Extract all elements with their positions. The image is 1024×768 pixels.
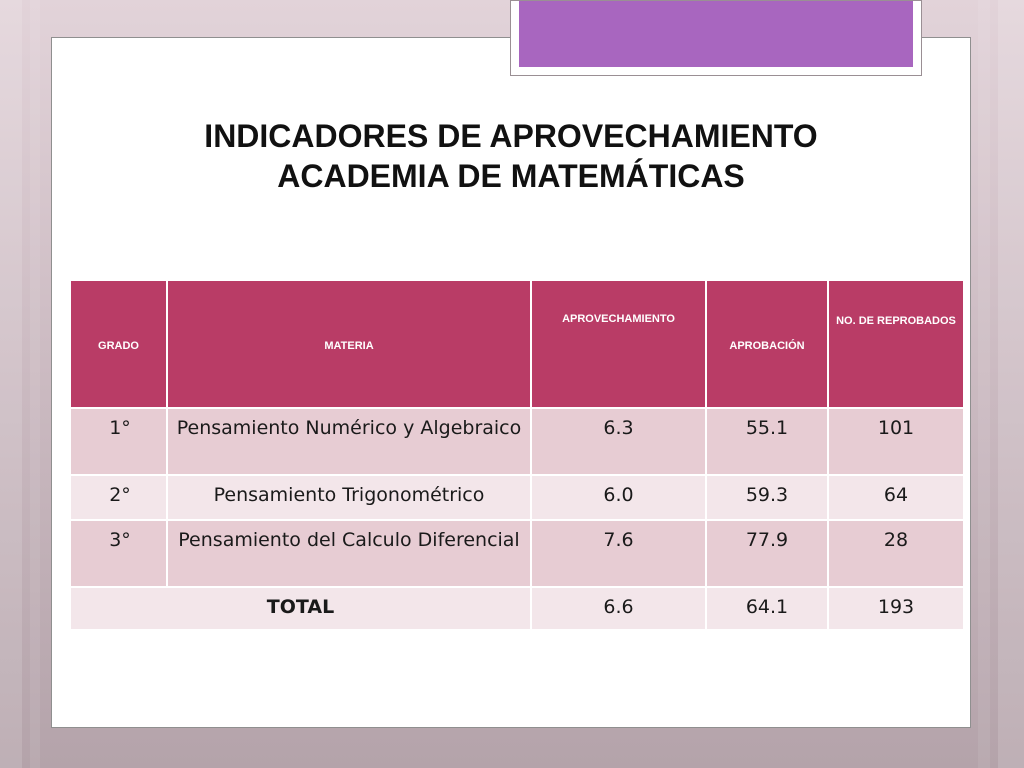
cell-materia: Pensamiento del Calculo Diferencial: [166, 519, 532, 588]
accent-box: [510, 0, 922, 76]
accent-bar: [519, 1, 913, 67]
cell-materia: Pensamiento Numérico y Algebraico: [166, 407, 532, 476]
total-aprobacion: 64.1: [705, 586, 829, 631]
cell-reprobados: 64: [827, 474, 965, 521]
cell-aprobacion: 77.9: [705, 519, 829, 588]
total-label: TOTAL: [69, 586, 532, 631]
cell-grado: 2°: [69, 474, 168, 521]
background-stripe: [30, 0, 40, 768]
background-stripe: [978, 0, 990, 768]
background-stripe: [0, 0, 22, 768]
cell-reprobados: 28: [827, 519, 965, 588]
table-row: 2° Pensamiento Trigonométrico 6.0 59.3 6…: [69, 474, 965, 521]
title-line-2: ACADEMIA DE MATEMÁTICAS: [277, 158, 745, 194]
cell-aprobacion: 59.3: [705, 474, 829, 521]
header-materia: MATERIA: [166, 279, 532, 409]
table-row: 1° Pensamiento Numérico y Algebraico 6.3…: [69, 407, 965, 476]
header-aprovechamiento: APROVECHAMIENTO: [530, 279, 707, 409]
cell-materia: Pensamiento Trigonométrico: [166, 474, 532, 521]
cell-aprovechamiento: 7.6: [530, 519, 707, 588]
cell-grado: 1°: [69, 407, 168, 476]
cell-reprobados: 101: [827, 407, 965, 476]
header-grado: GRADO: [69, 279, 168, 409]
header-reprobados: NO. DE REPROBADOS: [827, 279, 965, 409]
cell-grado: 3°: [69, 519, 168, 588]
cell-aprobacion: 55.1: [705, 407, 829, 476]
indicators-table: GRADO MATERIA APROVECHAMIENTO APROBACIÓN…: [69, 279, 965, 631]
background-stripe: [998, 0, 1024, 768]
slide-title: INDICADORES DE APROVECHAMIENTO ACADEMIA …: [51, 116, 971, 196]
title-line-1: INDICADORES DE APROVECHAMIENTO: [204, 118, 818, 154]
total-reprobados: 193: [827, 586, 965, 631]
header-aprobacion: APROBACIÓN: [705, 279, 829, 409]
table-row: 3° Pensamiento del Calculo Diferencial 7…: [69, 519, 965, 588]
cell-aprovechamiento: 6.0: [530, 474, 707, 521]
total-row: TOTAL 6.6 64.1 193: [69, 586, 965, 631]
cell-aprovechamiento: 6.3: [530, 407, 707, 476]
total-aprovechamiento: 6.6: [530, 586, 707, 631]
table-header-row: GRADO MATERIA APROVECHAMIENTO APROBACIÓN…: [69, 279, 965, 409]
